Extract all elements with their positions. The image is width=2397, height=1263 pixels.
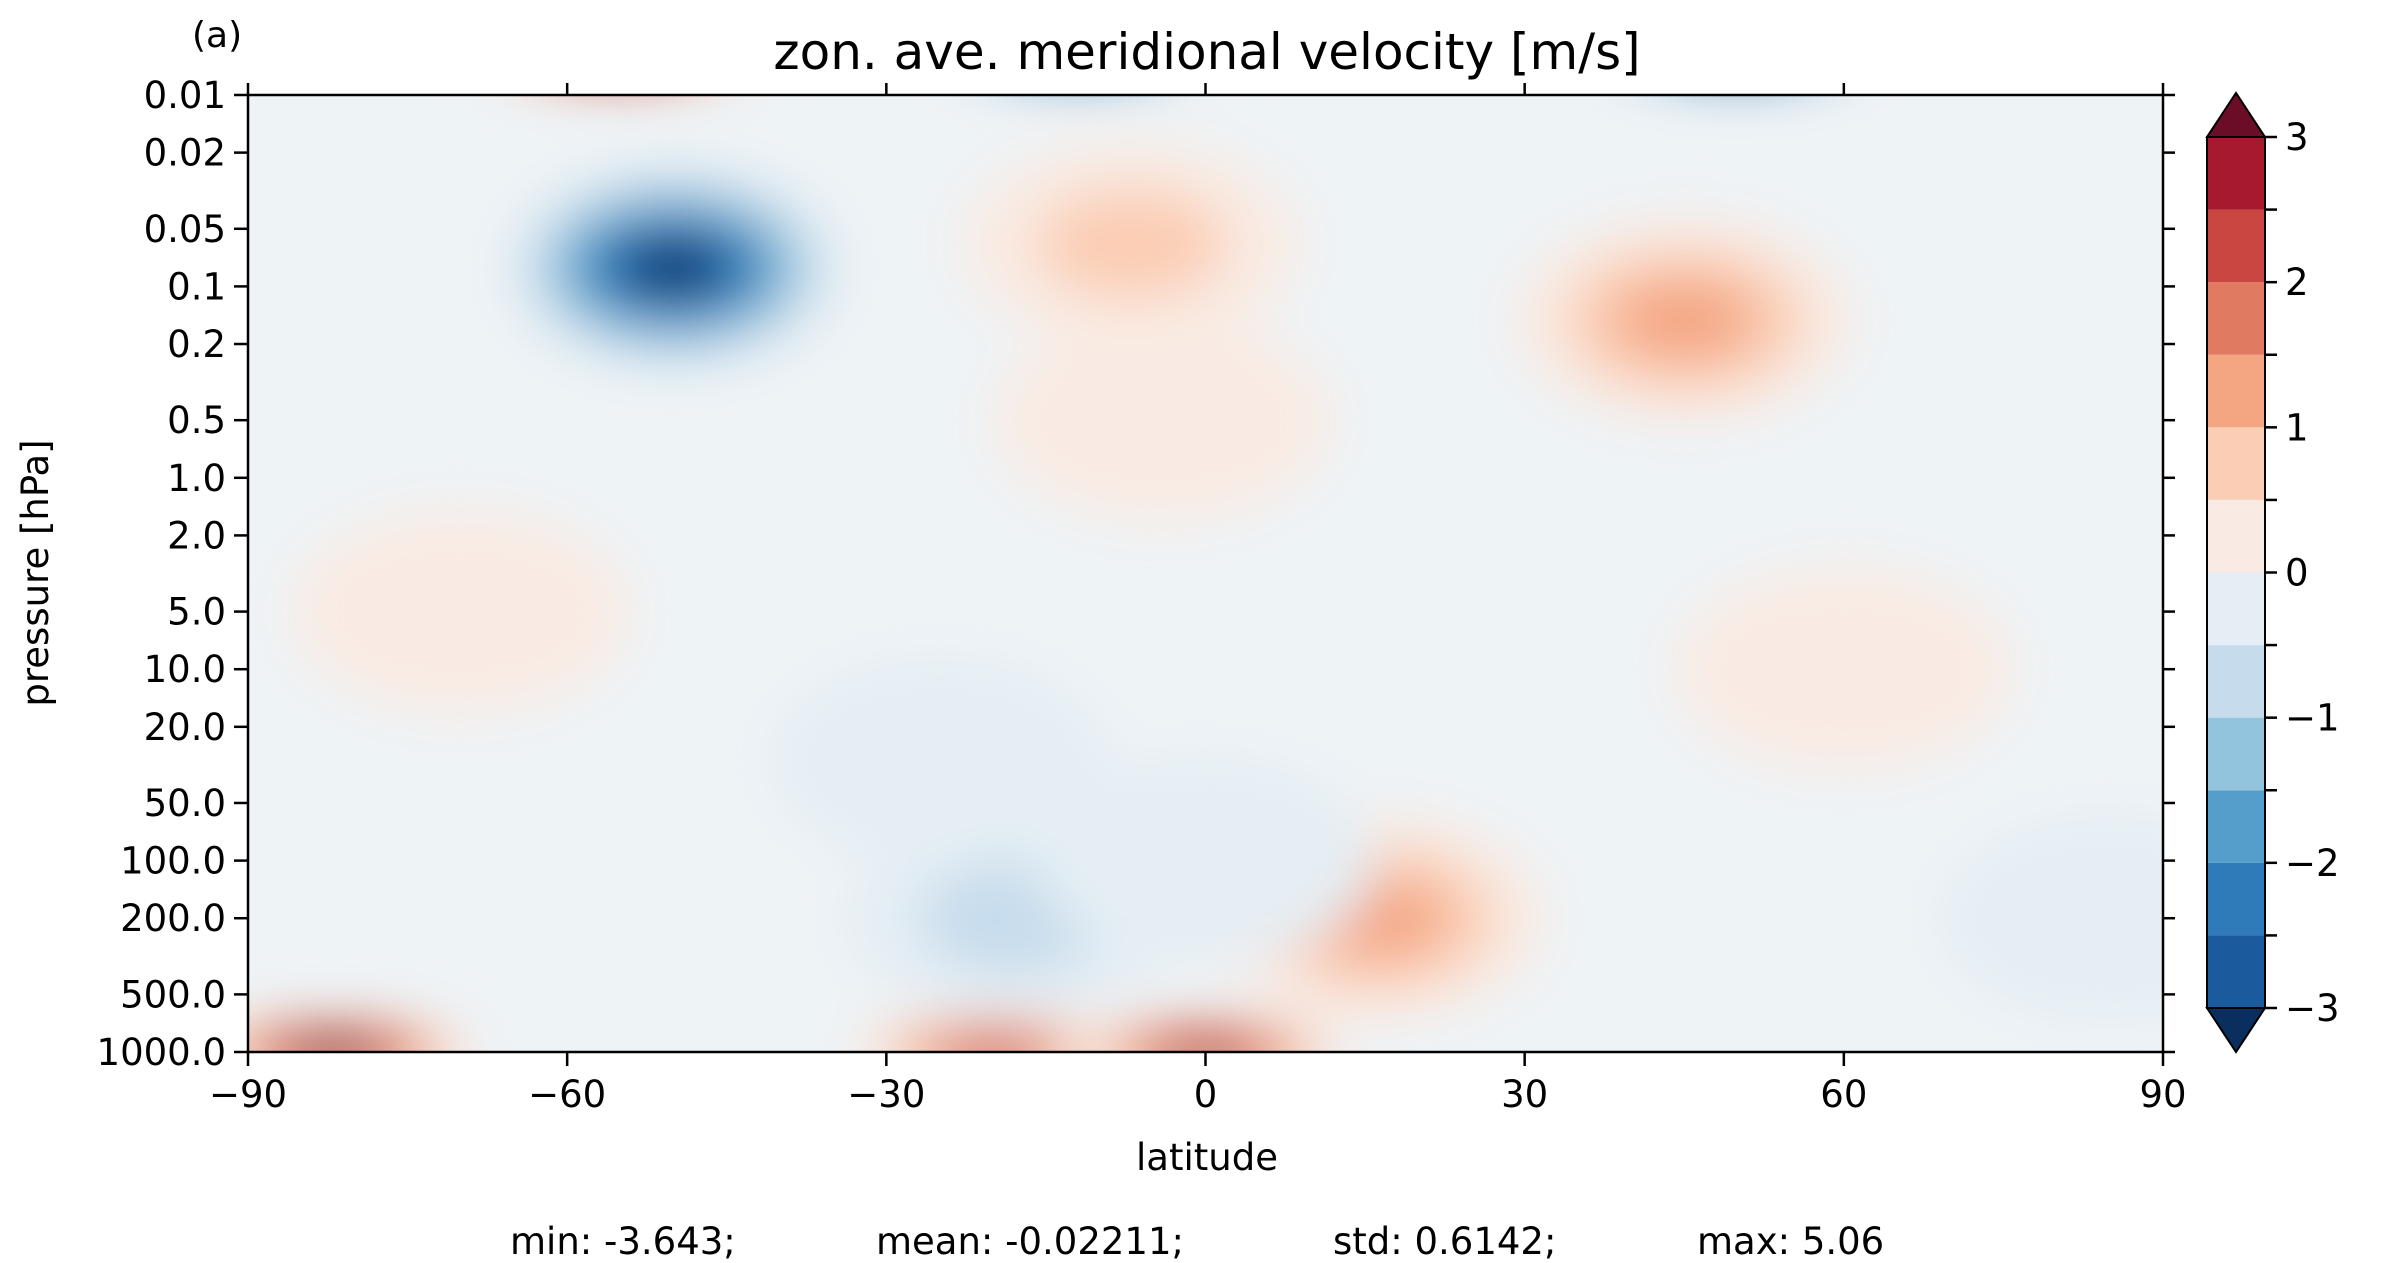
x-axis-label: latitude	[1136, 1136, 1278, 1179]
contour-level	[1700, 41, 1774, 65]
colorbar-segment	[2207, 645, 2265, 718]
contour-feature	[769, 657, 1110, 864]
stat-mean: mean: -0.02211;	[876, 1220, 1184, 1263]
x-tick-label: −30	[847, 1073, 925, 1116]
x-tick-label: −60	[528, 1073, 606, 1116]
contour-feature	[503, 164, 844, 371]
contour-feature	[1514, 217, 1855, 424]
contour-level	[1035, 757, 1376, 964]
contour-feature	[961, 140, 1302, 347]
contour-feature	[1035, 757, 1376, 964]
contour-level	[1614, 280, 1755, 360]
contour-level	[1632, 25, 1843, 81]
colorbar-segment	[2207, 282, 2265, 355]
contour-level	[1939, 815, 2163, 1022]
y-tick-label: 200.0	[120, 897, 226, 940]
y-tick-label: 0.5	[167, 399, 226, 442]
x-tick-label: 90	[2139, 1073, 2186, 1116]
x-tick-label: −90	[209, 1073, 287, 1116]
colorbar-tick-label: 3	[2285, 116, 2309, 159]
contour-feature	[852, 1016, 1133, 1052]
x-tick-label: 60	[1820, 1073, 1867, 1116]
y-tick-label: 0.01	[144, 74, 226, 117]
colorbar-tick-label: 1	[2285, 406, 2309, 449]
contour-feature	[1065, 1016, 1346, 1052]
colorbar-segment	[2207, 499, 2265, 573]
stat-std: std: 0.6142;	[1333, 1220, 1556, 1263]
colorbar-tick-label: −2	[2285, 842, 2340, 885]
stat-min: min: -3.643;	[510, 1220, 736, 1263]
x-axis: −90 −60 −30 0 30 60 90	[209, 83, 2187, 1116]
y-tick-label: 1.0	[167, 457, 226, 500]
y-tick-label: 10.0	[144, 648, 226, 691]
colorbar-segment	[2207, 427, 2265, 500]
contour-level	[1615, 21, 1861, 85]
y-axis: 0.01 0.02 0.05 0.1 0.2 0.5 1.0 2.0 5.0 10.0 20.0 50…	[97, 74, 2175, 1074]
contour-level	[498, 21, 744, 85]
y-tick-label: 100.0	[120, 840, 226, 883]
colorbar-segment	[2207, 717, 2265, 791]
contour-feature	[1673, 566, 2014, 773]
contour-level	[1666, 33, 1809, 73]
contour-level	[1683, 37, 1792, 69]
contour-level	[515, 25, 726, 81]
y-tick-label: 5.0	[167, 591, 226, 634]
contour-level	[1036, 188, 1227, 300]
y-tick-label: 0.1	[167, 265, 226, 308]
contour-feature	[248, 1016, 474, 1052]
colorbar-tick-label: −1	[2285, 697, 2340, 740]
colorbar-segment	[2207, 572, 2265, 646]
panel-label: (a)	[192, 15, 242, 56]
contour-fields	[248, 17, 2163, 1052]
contour-feature	[1939, 815, 2163, 1022]
y-tick-label: 50.0	[144, 782, 226, 825]
contour-level	[1649, 29, 1826, 77]
y-tick-label: 20.0	[144, 706, 226, 749]
x-tick-label: 0	[1194, 1073, 1218, 1116]
colorbar-tick-label: 0	[2285, 552, 2309, 595]
contour-level	[1165, 1039, 1246, 1052]
stats-line: min: -3.643; mean: -0.02211; std: 0.6142…	[510, 1220, 1884, 1263]
contour-level	[632, 246, 715, 290]
colorbar-segment	[2207, 790, 2265, 863]
contour-feature	[290, 508, 631, 715]
y-tick-label: 1000.0	[97, 1031, 226, 1074]
colorbar-segment	[2207, 935, 2265, 1008]
stat-max: max: 5.06	[1697, 1220, 1884, 1263]
colorbar-tick-label: −3	[2285, 987, 2340, 1030]
y-tick-label: 0.02	[144, 132, 226, 175]
y-axis-label: pressure [hPa]	[14, 439, 57, 706]
contour-plot-area	[248, 17, 2163, 1052]
y-tick-label: 0.2	[167, 323, 226, 366]
y-tick-label: 2.0	[167, 514, 226, 557]
colorbar: 3 2 1 0 −1 −2 −3	[2205, 91, 2340, 1054]
contour-level	[769, 657, 1110, 864]
colorbar-segment	[2207, 137, 2265, 210]
contour-level	[566, 37, 675, 69]
y-tick-label: 0.05	[144, 208, 226, 251]
contour-feature	[992, 317, 1333, 524]
contour-level	[532, 29, 709, 77]
x-tick-label: 30	[1501, 1073, 1548, 1116]
contour-level	[992, 317, 1333, 524]
contour-level	[295, 1040, 371, 1052]
chart-title: zon. ave. meridional velocity [m/s]	[773, 23, 1640, 81]
colorbar-segment	[2207, 354, 2265, 428]
y-tick-label: 500.0	[120, 973, 226, 1016]
colorbar-segment	[2207, 862, 2265, 936]
colorbar-tick-label: 2	[2285, 261, 2309, 304]
contour-feature	[480, 17, 760, 89]
contour-level	[290, 508, 631, 715]
colorbar-segment	[2207, 209, 2265, 283]
contour-level	[583, 41, 657, 65]
contour-level	[549, 33, 692, 73]
colorbar-under-arrow	[2205, 1007, 2267, 1054]
contour-level	[1673, 566, 2014, 773]
colorbar-over-arrow	[2205, 91, 2267, 138]
contour-level	[948, 1038, 1037, 1052]
contour-level	[480, 17, 760, 89]
